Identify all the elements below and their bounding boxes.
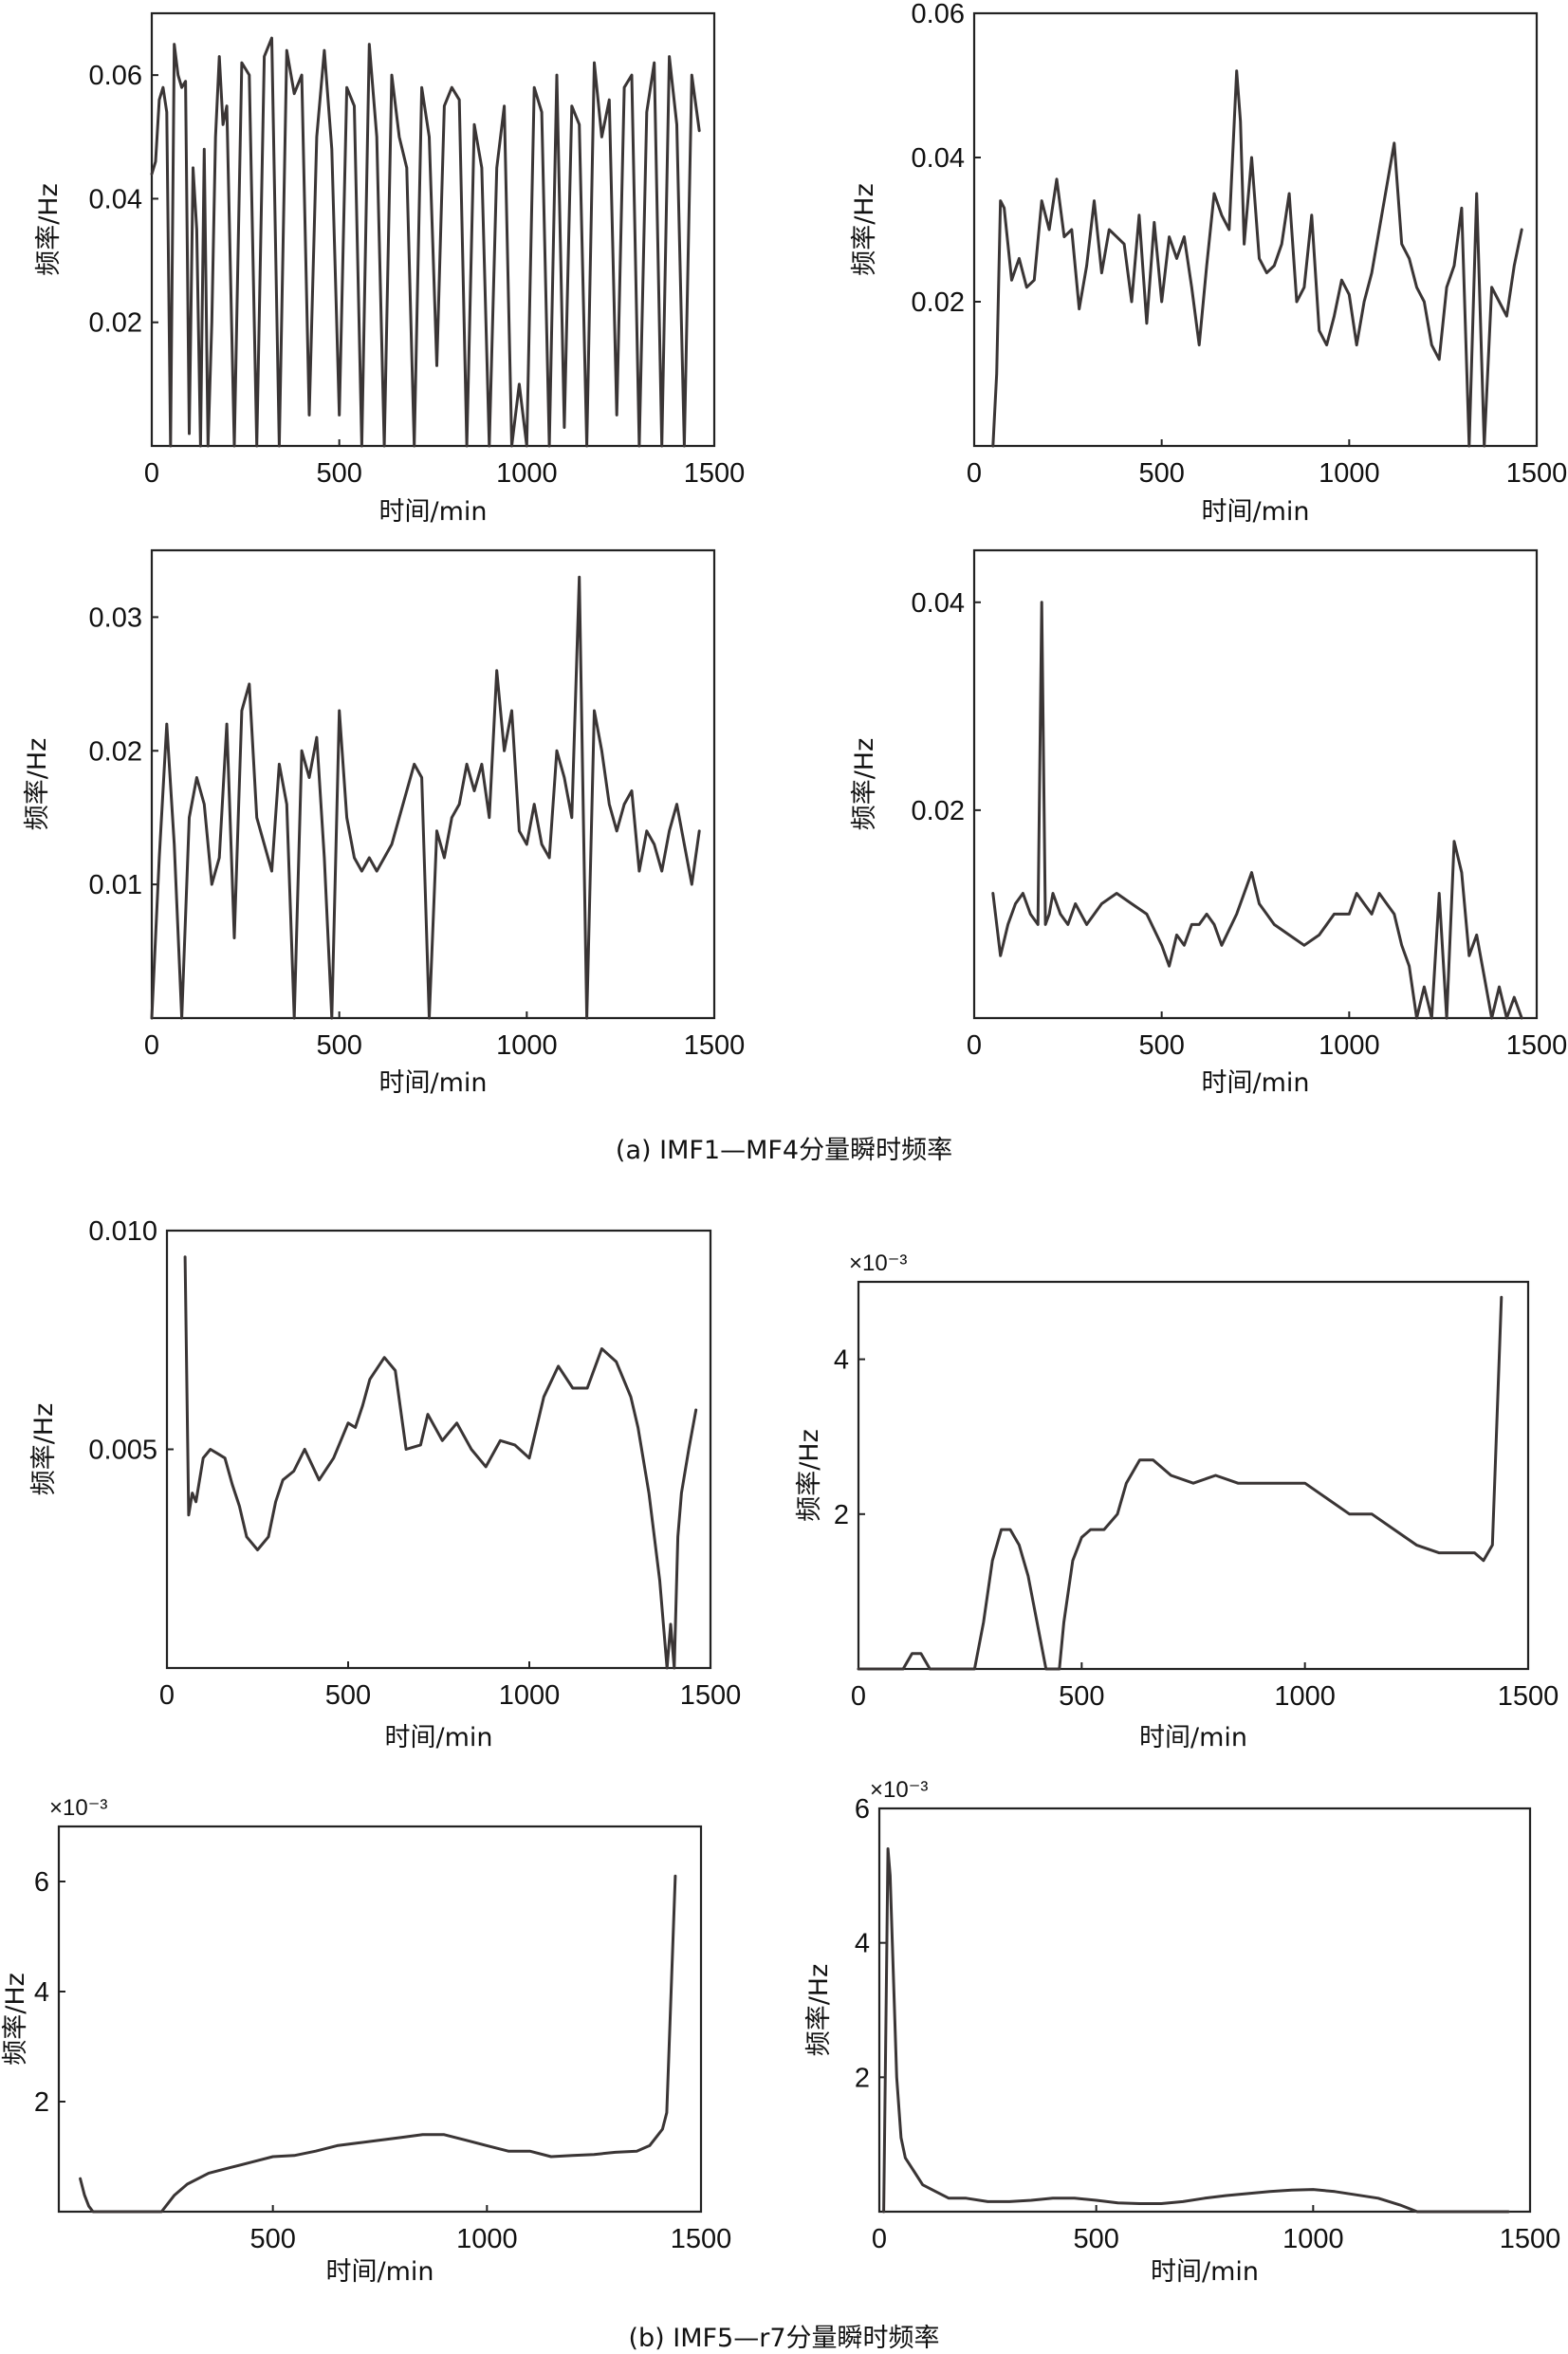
chart5-x-tick-label: 1000	[499, 1680, 561, 1711]
chart8-x-tick-label: 1500	[1500, 2224, 1561, 2254]
chart3-x-tick-label: 1500	[684, 1030, 746, 1061]
chart8-plot-frame	[877, 1807, 1532, 2214]
chart2-y-tick-label: 0.06	[912, 0, 965, 29]
chart3-series-line	[150, 575, 701, 1020]
chart4-x-tick-label: 1500	[1506, 1030, 1568, 1061]
chart3-x-tick-label: 0	[144, 1030, 159, 1061]
chart-3: 0 500 1000 1500 0.01 0.02 0.03 时间/min 频率/Hz	[23, 548, 746, 1098]
chart7-y-axis-label: 频率/Hz	[1, 1973, 30, 2066]
chart-7: 500 1000 1500 2 4 6 ×10⁻³ 时间/min 频率/Hz	[1, 1795, 731, 2287]
chart2-y-tick-label: 0.02	[912, 287, 965, 318]
chart5-x-axis-label: 时间/min	[384, 1723, 492, 1752]
chart2-y-axis-label: 频率/Hz	[850, 183, 879, 276]
chart1-x-tick-label: 500	[316, 458, 361, 489]
chart3-y-tick-label: 0.01	[89, 870, 142, 900]
chart3-x-tick-label: 500	[316, 1030, 361, 1061]
chart6-x-tick-label: 500	[1059, 1681, 1104, 1712]
chart3-x-tick-label: 1000	[496, 1030, 558, 1061]
chart3-x-axis-label: 时间/min	[378, 1068, 487, 1098]
chart8-y-axis-label: 频率/Hz	[804, 1964, 834, 2057]
chart3-plot-frame	[150, 548, 716, 1020]
chart1-y-axis-label: 频率/Hz	[34, 183, 64, 276]
chart7-x-axis-label: 时间/min	[325, 2257, 434, 2287]
caption-a: (a) IMF1—MF4分量瞬时频率	[615, 1136, 953, 1165]
chart3-y-tick-label: 0.03	[89, 602, 142, 633]
chart6-series-line	[857, 1295, 1503, 1671]
chart8-x-tick-label: 0	[872, 2224, 887, 2254]
chart7-y-tick-label: 6	[34, 1867, 49, 1898]
chart1-plot-frame	[150, 11, 716, 448]
chart-8: 0 500 1000 1500 2 4 6×10⁻³ 时间/min 频率/Hz	[804, 1777, 1560, 2287]
chart6-y-axis-label: 频率/Hz	[795, 1429, 824, 1522]
chart4-x-tick-label: 500	[1138, 1030, 1184, 1061]
chart-2: 0 500 1000 1500 0.02 0.04 0.06 时间/min 频率/Hz	[850, 0, 1567, 527]
chart6-y-tick-label: 2	[834, 1500, 849, 1530]
chart1-y-tick-label: 0.04	[89, 184, 142, 214]
chart5-x-tick-label: 1500	[680, 1680, 742, 1711]
chart5-y-axis-label: 频率/Hz	[29, 1403, 59, 1496]
chart6-x-tick-label: 0	[851, 1681, 866, 1712]
chart-4: 0 500 1000 1500 0.02 0.04 时间/min 频率/Hz	[850, 548, 1568, 1098]
chart8-series-line	[882, 1847, 1510, 2214]
chart6-plot-frame	[857, 1280, 1530, 1671]
chart7-y-exponent: ×10⁻³	[49, 1795, 107, 1821]
chart2-x-tick-label: 0	[967, 458, 982, 489]
chart4-y-tick-label: 0.02	[912, 796, 965, 826]
chart8-y-tick-label: 6	[855, 1794, 870, 1825]
chart-1: 0 500 1000 1500 0.02 0.04 0.06 时间/min 频率/Hz	[34, 11, 746, 527]
chart7-x-tick-label: 1000	[456, 2224, 518, 2254]
chart5-series-line	[183, 1255, 698, 1670]
chart1-x-tick-label: 1000	[496, 458, 558, 489]
chart1-x-tick-label: 1500	[684, 458, 746, 489]
chart1-y-tick-label: 0.02	[89, 308, 142, 339]
chart2-y-tick-label: 0.04	[912, 143, 965, 174]
chart2-series-line	[991, 69, 1523, 448]
caption-b: (b) IMF5—r7分量瞬时频率	[628, 2324, 940, 2353]
chart1-y-tick-label: 0.06	[89, 61, 142, 91]
chart7-y-tick-label: 4	[34, 1977, 49, 2008]
chart5-plot-frame	[165, 1229, 712, 1670]
chart2-x-tick-label: 1000	[1319, 458, 1380, 489]
chart4-x-axis-label: 时间/min	[1201, 1068, 1309, 1098]
chart4-plot-frame	[972, 548, 1539, 1020]
chart6-y-tick-label: 4	[834, 1345, 849, 1376]
chart4-y-tick-label: 0.04	[912, 588, 965, 619]
chart4-series-line	[991, 601, 1523, 1020]
chart4-x-tick-label: 1000	[1319, 1030, 1380, 1061]
chart1-series-line	[150, 36, 701, 448]
chart8-y-tick-label: 4	[855, 1929, 870, 1959]
chart7-plot-frame	[57, 1825, 703, 2214]
chart7-x-tick-label: 1500	[671, 2224, 732, 2254]
chart8-y-tick-label: 2	[855, 2063, 870, 2093]
chart6-x-tick-label: 1500	[1498, 1681, 1559, 1712]
chart1-x-tick-label: 0	[144, 458, 159, 489]
chart6-y-exponent: ×10⁻³	[849, 1251, 907, 1276]
chart5-x-tick-label: 0	[159, 1680, 175, 1711]
chart2-x-tick-label: 500	[1138, 458, 1184, 489]
chart-6: 0 500 1000 1500 2 4 ×10⁻³ 时间/min 频率/Hz	[795, 1251, 1559, 1752]
chart1-x-axis-label: 时间/min	[378, 497, 487, 527]
chart6-x-tick-label: 1000	[1274, 1681, 1336, 1712]
chart-5: 0 500 1000 1500 0.005 0.010 时间/min 频率/Hz	[29, 1216, 741, 1752]
chart5-y-tick-label: 0.010	[88, 1216, 157, 1247]
chart8-x-tick-label: 500	[1073, 2224, 1118, 2254]
chart7-series-line	[79, 1874, 677, 2214]
chart8-y-exponent: ×10⁻³	[870, 1777, 928, 1803]
chart6-x-axis-label: 时间/min	[1139, 1723, 1247, 1752]
chart8-x-axis-label: 时间/min	[1151, 2257, 1259, 2287]
chart5-y-tick-label: 0.005	[88, 1436, 157, 1466]
chart4-y-axis-label: 频率/Hz	[850, 738, 879, 831]
chart8-x-tick-label: 1000	[1282, 2224, 1344, 2254]
chart3-y-axis-label: 频率/Hz	[23, 738, 52, 831]
chart7-x-tick-label: 500	[249, 2224, 295, 2254]
chart2-plot-frame	[972, 11, 1539, 448]
chart2-x-axis-label: 时间/min	[1201, 497, 1309, 527]
chart3-y-tick-label: 0.02	[89, 736, 142, 767]
chart2-x-tick-label: 1500	[1506, 458, 1568, 489]
chart4-x-tick-label: 0	[967, 1030, 982, 1061]
chart7-y-tick-label: 2	[34, 2087, 49, 2118]
chart5-x-tick-label: 500	[325, 1680, 371, 1711]
